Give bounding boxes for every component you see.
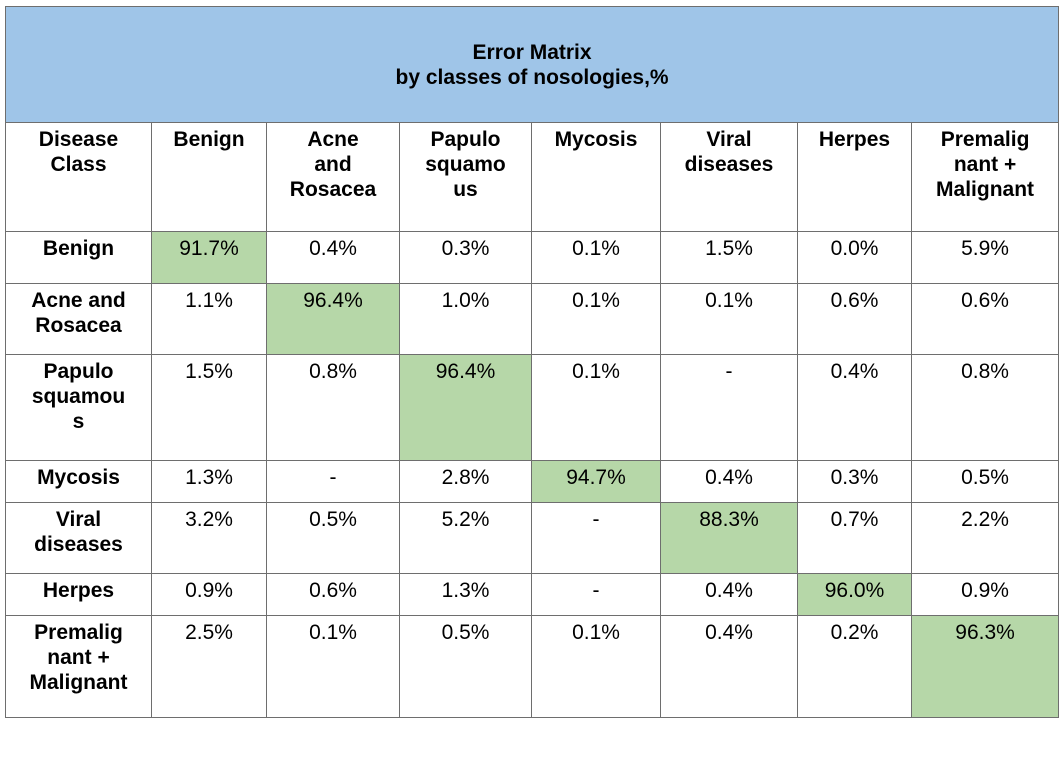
- column-header-viral-diseases: Viral diseases: [660, 122, 798, 232]
- table-row: Premalig nant + Malignant 2.5% 0.1% 0.5% 0.1…: [5, 615, 1060, 718]
- column-header-row: Disease Class Benign Acne and Rosacea Pa…: [5, 122, 1060, 232]
- table-row: Viral diseases 3.2% 0.5% 5.2% -88.3% 0.7% 2.2%: [5, 502, 1060, 574]
- matrix-cell: 0.4%: [660, 573, 798, 616]
- matrix-cell: 0.6%: [910, 283, 1060, 355]
- matrix-cell: 2.2%: [910, 502, 1060, 574]
- matrix-cell: 1.5%: [151, 354, 267, 461]
- column-header-premalignant-malignant: Premalig nant + Malignant: [910, 122, 1060, 232]
- matrix-cell: 2.5%: [151, 615, 267, 718]
- matrix-cell: 0.1%: [531, 615, 661, 718]
- matrix-cell: 1.3%: [399, 573, 532, 616]
- table-title: Error Matrix by classes of nosologies,%: [4, 6, 1060, 123]
- diagonal-cell: 96.4%: [399, 354, 532, 461]
- matrix-cell: -: [531, 502, 661, 574]
- row-header: Mycosis: [5, 460, 152, 503]
- matrix-cell: 0.1%: [660, 283, 798, 355]
- matrix-cell: 1.3%: [151, 460, 267, 503]
- row-header: Papulo squamou s: [5, 354, 152, 461]
- row-header: Benign: [5, 231, 152, 284]
- row-header: Premalig nant + Malignant: [5, 615, 152, 718]
- diagonal-cell: 91.7%: [151, 231, 267, 284]
- diagonal-cell: 94.7%: [531, 460, 661, 503]
- matrix-cell: 0.1%: [531, 231, 661, 284]
- matrix-cell: 0.5%: [399, 615, 532, 718]
- matrix-cell: 0.1%: [531, 283, 661, 355]
- matrix-cell: 0.0%: [797, 231, 912, 284]
- matrix-cell: -: [660, 354, 798, 461]
- matrix-cell: 0.9%: [151, 573, 267, 616]
- matrix-cell: -: [531, 573, 661, 616]
- error-matrix-table: Error Matrix by classes of nosologies,% …: [4, 6, 1060, 718]
- table-row: Herpes 0.9% 0.6% 1.3% -0.4% 96.0% 0.9%: [5, 573, 1060, 616]
- matrix-body: Benign 91.7% 0.4% 0.3% 0.1% 1.5% 0.0% 5.9% Acne …: [5, 231, 1060, 718]
- matrix-cell: 3.2%: [151, 502, 267, 574]
- matrix-cell: 0.1%: [531, 354, 661, 461]
- matrix-cell: 1.5%: [660, 231, 798, 284]
- matrix-cell: 0.3%: [797, 460, 912, 503]
- column-header-benign: Benign: [151, 122, 267, 232]
- row-header: Viral diseases: [5, 502, 152, 574]
- matrix-cell: 0.5%: [266, 502, 400, 574]
- matrix-cell: 0.1%: [266, 615, 400, 718]
- matrix-cell: 0.3%: [399, 231, 532, 284]
- column-header-acne-rosacea: Acne and Rosacea: [266, 122, 400, 232]
- matrix-cell: 0.8%: [266, 354, 400, 461]
- table-row: Papulo squamou s 1.5% 0.8% 96.4% 0.1% -0.4% 0.…: [5, 354, 1060, 461]
- row-header: Acne and Rosacea: [5, 283, 152, 355]
- title-row: Error Matrix by classes of nosologies,%: [4, 6, 1060, 123]
- table-row: Benign 91.7% 0.4% 0.3% 0.1% 1.5% 0.0% 5.9%: [5, 231, 1060, 284]
- matrix-cell: 0.4%: [660, 615, 798, 718]
- table-row: Acne and Rosacea 1.1% 96.4% 1.0% 0.1% 0.1% 0.6…: [5, 283, 1060, 355]
- column-header-herpes: Herpes: [797, 122, 912, 232]
- column-header-mycosis: Mycosis: [531, 122, 661, 232]
- table-row: Mycosis 1.3% -2.8% 94.7% 0.4% 0.3% 0.5%: [5, 460, 1060, 503]
- title-line-1: Error Matrix: [472, 40, 592, 64]
- matrix-cell: 1.0%: [399, 283, 532, 355]
- matrix-cell: 0.7%: [797, 502, 912, 574]
- diagonal-cell: 96.3%: [910, 615, 1060, 718]
- matrix-cell: 2.8%: [399, 460, 532, 503]
- matrix-cell: -: [266, 460, 400, 503]
- matrix-cell: 0.8%: [910, 354, 1060, 461]
- matrix-cell: 0.4%: [797, 354, 912, 461]
- matrix-cell: 0.5%: [910, 460, 1060, 503]
- matrix-cell: 0.6%: [266, 573, 400, 616]
- matrix-cell: 0.4%: [266, 231, 400, 284]
- matrix-cell: 5.9%: [910, 231, 1060, 284]
- column-header-papulosquamous: Papulo squamo us: [399, 122, 532, 232]
- matrix-cell: 0.6%: [797, 283, 912, 355]
- matrix-cell: 0.9%: [910, 573, 1060, 616]
- title-line-2: by classes of nosologies,%: [395, 65, 669, 89]
- corner-header: Disease Class: [5, 122, 152, 232]
- matrix-cell: 0.4%: [660, 460, 798, 503]
- row-header: Herpes: [5, 573, 152, 616]
- matrix-cell: 1.1%: [151, 283, 267, 355]
- diagonal-cell: 96.4%: [266, 283, 400, 355]
- diagonal-cell: 88.3%: [660, 502, 798, 574]
- matrix-cell: 0.2%: [797, 615, 912, 718]
- diagonal-cell: 96.0%: [797, 573, 912, 616]
- matrix-cell: 5.2%: [399, 502, 532, 574]
